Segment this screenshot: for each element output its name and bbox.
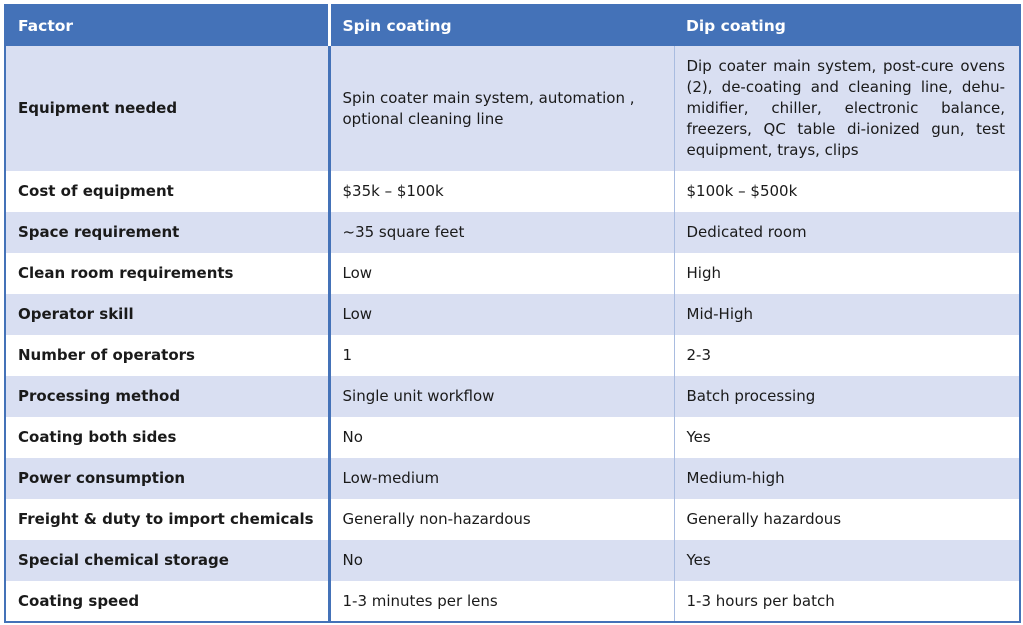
- dip-cell: Yes: [674, 540, 1020, 581]
- factor-cell: Special chemical storage: [5, 540, 331, 581]
- spin-cell: No: [329, 417, 675, 458]
- table-row: Number of operators 1 2-3: [5, 335, 1020, 376]
- table-row: Space requirement ~35 square feet Dedicate…: [5, 212, 1020, 253]
- table-row: Clean room requirements Low High: [5, 253, 1020, 294]
- spin-cell: 1: [329, 335, 675, 376]
- table-row: Special chemical storage No Yes: [5, 540, 1020, 581]
- table-row: Operator skill Low Mid-High: [5, 294, 1020, 335]
- dip-cell: Batch processing: [674, 376, 1020, 417]
- dip-cell: Dip coater main system, post-cure ovens …: [674, 46, 1020, 171]
- dip-cell: Generally hazardous: [686, 510, 842, 528]
- table-row: Processing method Single unit workflow Bat…: [5, 376, 1020, 417]
- spin-cell: Low: [329, 294, 675, 335]
- header-dip-coating: Dip coating: [674, 5, 1020, 46]
- table-row: Cost of equipment $35k – $100k $100k – $50…: [5, 171, 1020, 212]
- table-row: Power consumption Low-medium Medium-high: [5, 458, 1020, 499]
- dip-cell: Dedicated room: [674, 212, 1020, 253]
- spin-cell: Low: [329, 253, 675, 294]
- dip-cell: 1-3 hours per batch: [686, 591, 835, 610]
- header-factor: Factor: [5, 5, 331, 46]
- spin-cell: Generally non-hazardous: [329, 499, 675, 540]
- factor-cell: Space requirement: [5, 212, 331, 253]
- factor-cell: Freight & duty to import chemicals: [5, 499, 331, 540]
- spin-cell: ~35 square feet: [329, 212, 675, 253]
- header-row: Factor Spin coating Dip coating: [5, 5, 1020, 46]
- factor-cell: Processing method: [5, 376, 331, 417]
- spin-cell: Spin coater main system, automation , op…: [329, 46, 675, 171]
- factor-cell: Coating speed: [5, 581, 331, 622]
- spin-cell: Single unit workflow: [329, 376, 675, 417]
- comparison-table: Factor Spin coating Dip coating Equipmen…: [4, 4, 1021, 623]
- factor-cell: Cost of equipment: [5, 171, 331, 212]
- factor-cell: Coating both sides: [5, 417, 331, 458]
- table-row: Freight & duty to import chemicals Genera…: [5, 499, 1020, 540]
- table-row: Coating speed 1-3 minutes per lens 1-3 hou…: [5, 581, 1020, 622]
- dip-cell: High: [686, 264, 721, 282]
- dip-cell: Medium-high: [674, 458, 1020, 499]
- factor-cell: Operator skill: [5, 294, 331, 335]
- factor-cell: Clean room requirements: [5, 253, 331, 294]
- spin-cell: $35k – $100k: [329, 171, 675, 212]
- dip-cell: Yes: [686, 428, 711, 446]
- spin-cell: Low-medium: [329, 458, 675, 499]
- table-row: Coating both sides No Yes: [5, 417, 1020, 458]
- dip-cell: Mid-High: [674, 294, 1020, 335]
- table-row: Equipment needed Spin coater main system,…: [5, 46, 1020, 171]
- dip-cell: 2-3: [686, 346, 712, 364]
- factor-cell: Equipment needed: [5, 46, 331, 171]
- factor-cell: Power consumption: [5, 458, 331, 499]
- factor-cell: Number of operators: [5, 335, 331, 376]
- dip-cell: $100k – $500k: [686, 182, 798, 200]
- spin-cell: 1-3 minutes per lens: [329, 581, 675, 622]
- spin-cell: No: [329, 540, 675, 581]
- header-spin-coating: Spin coating: [329, 5, 674, 46]
